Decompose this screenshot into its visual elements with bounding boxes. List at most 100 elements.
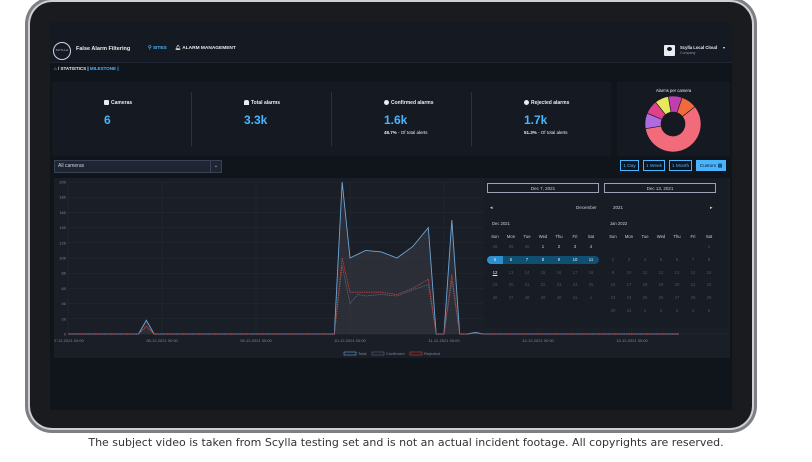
user-menu[interactable]: Scylla Local Cloud Company ▾ <box>664 44 725 58</box>
calendar-day[interactable]: 9 <box>611 269 615 275</box>
calendar-day[interactable]: 31 <box>626 308 632 313</box>
calendar-day[interactable]: 30 <box>524 244 530 249</box>
calendar-year[interactable]: 2021 <box>613 205 624 210</box>
top-bar: SCYLLA False Alarm Filtering ⚲ SITES 🔔︎ … <box>50 22 732 63</box>
calendar-day[interactable]: 29 <box>508 244 514 249</box>
calendar-day[interactable]: 26 <box>658 295 664 301</box>
calendar-day[interactable]: 18 <box>588 269 594 275</box>
calendar-day[interactable]: 4 <box>643 256 647 262</box>
calendar-day[interactable]: 2 <box>659 308 663 313</box>
range-custom[interactable]: Custom ▦ <box>696 160 726 171</box>
calendar-day[interactable]: 30 <box>610 308 616 313</box>
camera-select[interactable]: All cameras ⌄ <box>54 160 222 173</box>
range-1-month[interactable]: 1 Month <box>669 160 692 171</box>
breadcrumb-current: MILESTONE <box>89 66 117 71</box>
nav-alarm-management[interactable]: 🔔︎ ALARM MANAGEMENT <box>175 46 236 51</box>
calendar-day[interactable]: 15 <box>540 269 546 275</box>
alarms-per-camera-donut[interactable] <box>617 82 730 156</box>
calendar-day[interactable]: 18 <box>642 282 648 288</box>
calendar-day[interactable]: 11 <box>642 269 648 275</box>
calendar-day[interactable]: 19 <box>492 282 498 288</box>
calendar-day[interactable]: 31 <box>572 295 578 301</box>
calendar-day[interactable]: 27 <box>508 295 514 301</box>
calendar-day[interactable]: 20 <box>508 282 514 288</box>
calendar-day[interactable]: 23 <box>556 282 562 288</box>
calendar-day[interactable]: 27 <box>674 295 680 301</box>
calendar-day[interactable]: 14 <box>690 269 696 275</box>
calendar-day[interactable]: 16 <box>556 269 562 275</box>
scylla-logo[interactable]: SCYLLA <box>53 42 71 60</box>
calendar-day[interactable]: 2 <box>557 244 561 249</box>
date-to-input[interactable]: Dec 13, 2021 <box>604 183 716 193</box>
legend-swatch <box>371 351 385 356</box>
calendar-day[interactable]: 20 <box>674 282 680 288</box>
calendar-day[interactable]: 1 <box>589 295 593 301</box>
calendar-day[interactable]: 6 <box>675 256 679 262</box>
home-icon[interactable]: ⌂ <box>54 66 57 71</box>
stat-total-value: 3.3k <box>244 113 268 127</box>
calendar-day[interactable]: 15 <box>706 269 712 275</box>
calendar-day[interactable]: 8 <box>707 256 711 262</box>
calendar-day[interactable]: 12 <box>658 269 664 275</box>
calendar-day[interactable]: 17 <box>572 269 578 275</box>
calendar-day[interactable]: 29 <box>706 295 712 301</box>
next-month-icon[interactable]: ▸ <box>710 205 713 211</box>
calendar-day[interactable]: 12 <box>492 269 498 275</box>
calendar-day[interactable]: 3 <box>627 256 631 262</box>
calendar-day[interactable]: 17 <box>626 282 632 288</box>
calendar-day[interactable]: 5 <box>659 256 663 262</box>
date-from-input[interactable]: Dec 7, 2021 <box>487 183 599 193</box>
calendar-day[interactable]: 10 <box>567 255 583 264</box>
prev-month-icon[interactable]: ◂ <box>490 205 493 211</box>
chevron-down-icon[interactable]: ⌄ <box>210 161 221 172</box>
y-tick-label: 60 <box>62 286 67 291</box>
calendar-day[interactable]: 7 <box>691 256 695 262</box>
calendar-day[interactable]: 5 <box>707 308 711 313</box>
calendar-day[interactable]: 24 <box>572 282 578 288</box>
calendar-day[interactable]: 3 <box>675 308 679 313</box>
range-1-week[interactable]: 1 Week <box>643 160 665 171</box>
calendar-day[interactable]: 2 <box>611 256 615 262</box>
donut-slice[interactable] <box>676 97 696 117</box>
calendar-month[interactable]: December <box>576 205 597 210</box>
calendar-day[interactable]: 28 <box>690 295 696 301</box>
calendar-day[interactable]: 14 <box>524 269 530 275</box>
calendar-day[interactable]: 26 <box>492 295 498 301</box>
calendar-day[interactable]: 10 <box>626 269 632 275</box>
calendar-day[interactable]: 25 <box>642 295 648 301</box>
calendar-day[interactable]: 25 <box>588 282 594 288</box>
calendar-day[interactable]: 28 <box>524 295 530 301</box>
calendar-day[interactable]: 4 <box>691 308 695 313</box>
calendar-day[interactable]: 28 <box>492 244 498 249</box>
stat-cameras: Cameras 6 <box>52 82 191 156</box>
calendar-day[interactable]: 6 <box>503 255 519 264</box>
calendar-day[interactable]: 21 <box>524 282 530 288</box>
calendar-day[interactable]: 1 <box>643 308 647 313</box>
nav-sites[interactable]: ⚲ SITES <box>148 46 167 51</box>
calendar-day[interactable]: 1 <box>541 244 545 249</box>
calendar-day[interactable]: 21 <box>690 282 696 288</box>
calendar-day[interactable]: 9 <box>551 255 567 264</box>
tablet-frame: SCYLLA False Alarm Filtering ⚲ SITES 🔔︎ … <box>30 2 752 428</box>
calendar-day[interactable]: 24 <box>626 295 632 301</box>
calendar-day[interactable]: 5 <box>487 255 503 264</box>
calendar-day[interactable]: 4 <box>589 244 593 249</box>
calendar-day[interactable]: 13 <box>674 269 680 275</box>
calendar-day[interactable]: 29 <box>540 295 546 301</box>
calendar-day[interactable]: 19 <box>658 282 664 288</box>
calendar-day[interactable]: 22 <box>540 282 546 288</box>
calendar-day[interactable]: 16 <box>610 282 616 288</box>
calendar-day[interactable]: 3 <box>573 244 577 249</box>
calendar-day[interactable]: 7 <box>519 255 535 264</box>
calendar-day[interactable]: 1 <box>707 244 711 249</box>
calendar-day[interactable]: 13 <box>508 269 514 275</box>
calendar-day[interactable]: 8 <box>535 255 551 264</box>
series-line-rejected[interactable] <box>68 257 679 335</box>
calendar-day[interactable]: 23 <box>610 295 616 301</box>
donut-slice[interactable] <box>645 106 702 153</box>
range-1-day[interactable]: 1 Day <box>620 160 639 171</box>
calendar-day[interactable]: 22 <box>706 282 712 288</box>
calendar-day[interactable]: 30 <box>556 295 562 301</box>
calendar-day[interactable]: 11 <box>583 255 599 264</box>
breadcrumb-statistics[interactable]: STATISTICS <box>60 66 87 71</box>
